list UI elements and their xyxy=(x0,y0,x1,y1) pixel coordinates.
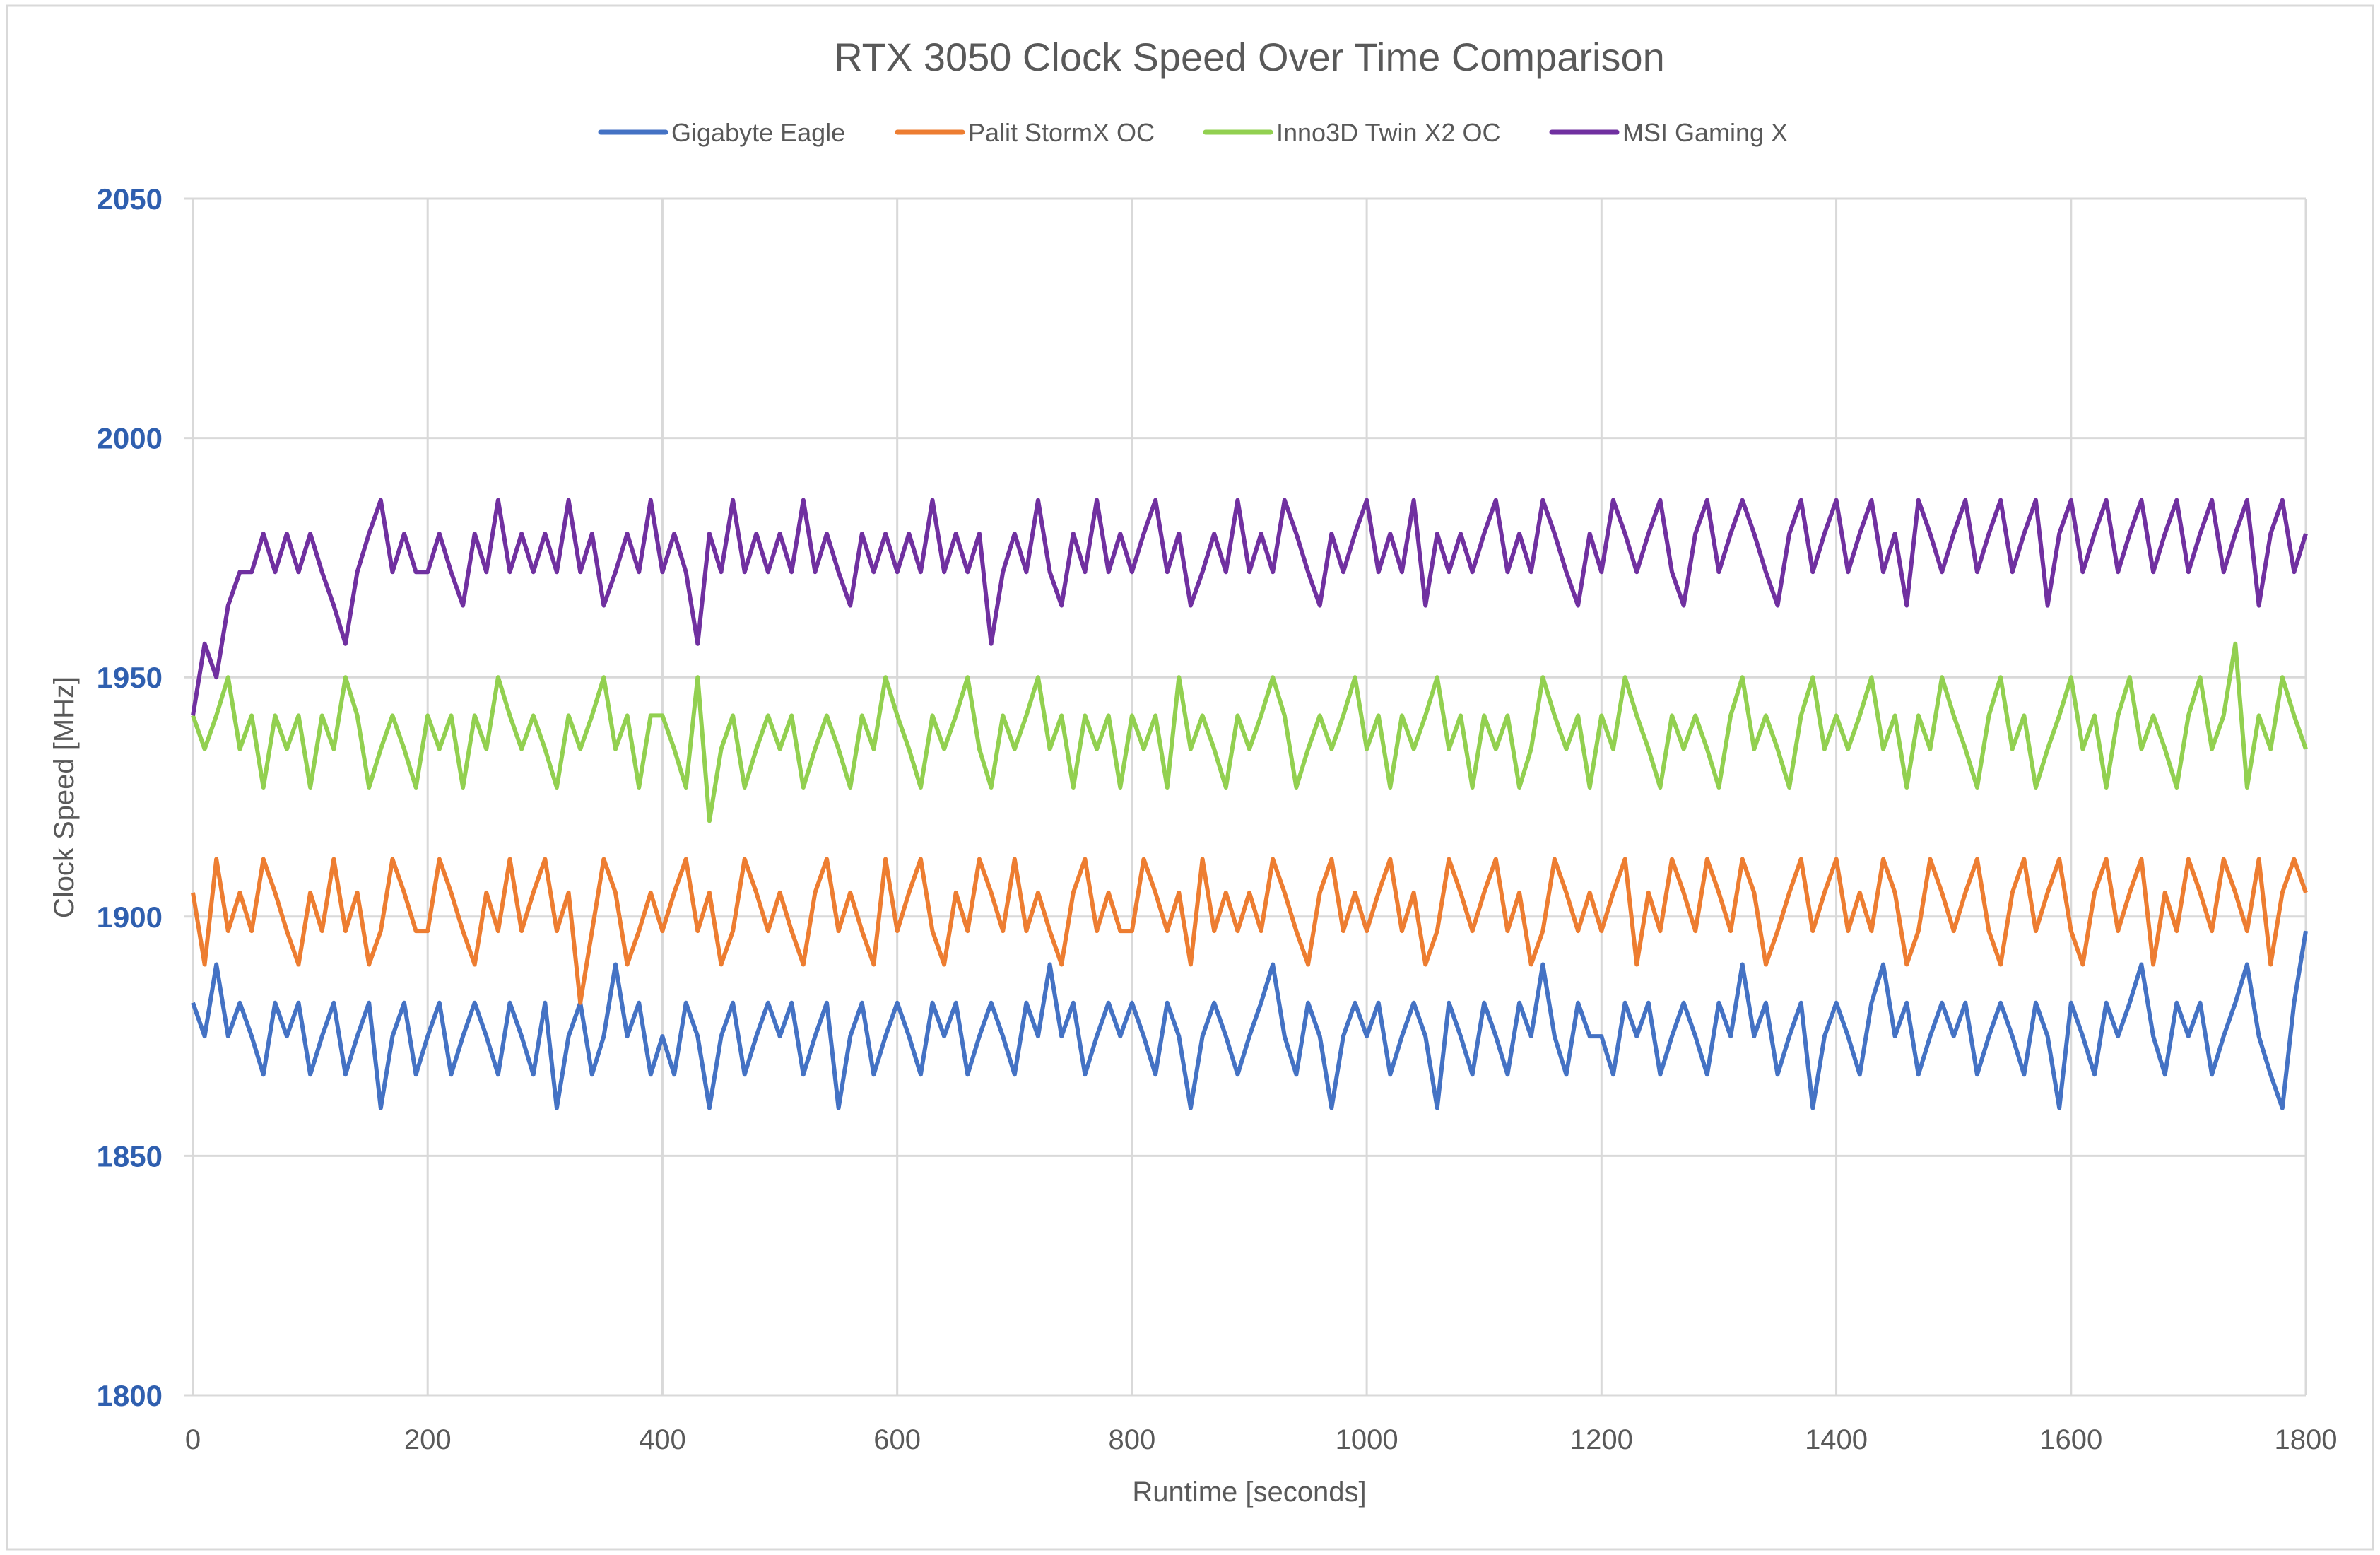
y-tick-label: 1950 xyxy=(97,661,163,694)
x-tick-label: 1800 xyxy=(2275,1424,2338,1455)
y-tick-label: 2050 xyxy=(97,182,163,216)
x-tick-label: 1600 xyxy=(2039,1424,2102,1455)
x-tick-label: 1000 xyxy=(1336,1424,1398,1455)
legend-item: MSI Gaming X xyxy=(1549,118,1788,147)
series-line-gigabyte-eagle xyxy=(191,930,2308,1110)
series-line-msi-gaming-x xyxy=(191,498,2308,716)
legend-label: Palit StormX OC xyxy=(968,118,1155,147)
chart-title: RTX 3050 Clock Speed Over Time Compariso… xyxy=(834,35,1664,79)
series-line-palit-stormx-oc xyxy=(191,857,2308,1005)
legend-label: Inno3D Twin X2 OC xyxy=(1276,118,1501,147)
x-tick-label: 800 xyxy=(1109,1424,1156,1455)
x-tick-label: 0 xyxy=(185,1424,201,1455)
x-axis-ticks: 0 200 400 600 800 1000 1200 1400 1600 1800 xyxy=(185,1424,2338,1455)
x-tick-label: 200 xyxy=(404,1424,452,1455)
y-tick-label: 1800 xyxy=(97,1379,163,1412)
y-tick-label: 2000 xyxy=(97,422,163,455)
y-tick-label: 1850 xyxy=(97,1139,163,1173)
y-axis-ticks: 1800 1850 1900 1950 2000 2050 xyxy=(97,182,163,1412)
y-tick-label: 1900 xyxy=(97,900,163,934)
legend: Gigabyte Eagle Palit StormX OC Inno3D Twin… xyxy=(598,118,1788,147)
series-lines xyxy=(191,498,2308,1110)
x-tick-label: 1400 xyxy=(1805,1424,1868,1455)
x-tick-label: 1200 xyxy=(1570,1424,1633,1455)
chart-border xyxy=(6,4,2374,1551)
legend-label: Gigabyte Eagle xyxy=(671,118,845,147)
x-tick-label: 600 xyxy=(873,1424,921,1455)
legend-label: MSI Gaming X xyxy=(1622,118,1788,147)
x-axis-label: Runtime [seconds] xyxy=(1132,1477,1366,1508)
series-line-inno3d-twin-x2-oc xyxy=(191,641,2308,823)
gridlines xyxy=(184,197,2307,1397)
y-axis-label: Clock Speed [MHz] xyxy=(49,676,80,918)
legend-item: Gigabyte Eagle xyxy=(598,118,845,147)
legend-item: Inno3D Twin X2 OC xyxy=(1203,118,1501,147)
x-tick-label: 400 xyxy=(639,1424,686,1455)
legend-item: Palit StormX OC xyxy=(895,118,1155,147)
